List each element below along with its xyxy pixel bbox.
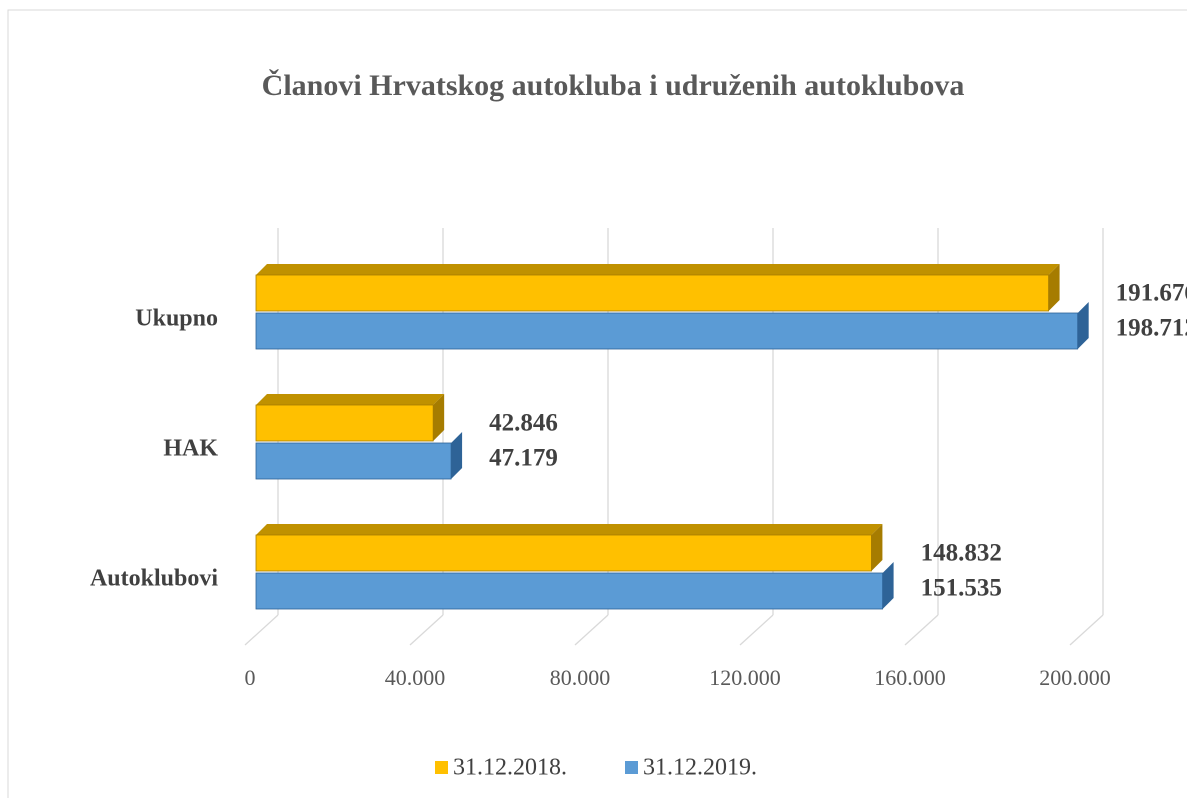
bar-side — [871, 524, 883, 571]
bar-side — [451, 432, 463, 479]
x-tick-label: 80.000 — [550, 665, 611, 690]
category-label: HAK — [163, 436, 218, 462]
grid-line-floor — [904, 614, 939, 646]
grid-line-floor — [739, 614, 774, 646]
grid-line-floor — [244, 614, 279, 646]
legend-label: 31.12.2019. — [643, 755, 757, 781]
bar — [255, 404, 434, 442]
bar — [255, 312, 1079, 350]
value-label: 148.832 — [921, 540, 1002, 567]
bar — [255, 442, 452, 480]
value-label: 151.535 — [921, 575, 1002, 602]
grid-line-floor — [409, 614, 444, 646]
legend-swatch — [625, 761, 638, 774]
bar — [255, 572, 883, 610]
value-label: 191.676 — [1116, 280, 1187, 307]
value-label: 47.179 — [489, 445, 558, 472]
bar — [255, 534, 872, 572]
chart-title: Članovi Hrvatskog autokluba i udruženih … — [262, 69, 965, 102]
bar-side — [433, 394, 445, 441]
grid-line-floor — [574, 614, 609, 646]
category-label: Autoklubovi — [90, 566, 218, 592]
x-tick-label: 120.000 — [709, 665, 781, 690]
value-label: 42.846 — [489, 410, 558, 437]
bar-top — [256, 394, 445, 405]
category-label: Ukupno — [135, 306, 218, 332]
legend-swatch — [435, 761, 448, 774]
x-tick-label: 40.000 — [385, 665, 446, 690]
bar-side — [1048, 264, 1060, 311]
legend-label: 31.12.2018. — [453, 755, 567, 781]
bar-top — [256, 264, 1060, 275]
x-tick-label: 0 — [245, 665, 256, 690]
bar — [255, 274, 1049, 312]
bar-side — [882, 562, 894, 609]
x-tick-label: 160.000 — [874, 665, 946, 690]
bar-side — [1077, 302, 1089, 349]
x-tick-label: 200.000 — [1039, 665, 1111, 690]
chart-border — [7, 9, 1187, 798]
value-label: 198.712 — [1116, 315, 1187, 342]
bar-top — [256, 524, 883, 535]
grid-line-floor — [1069, 614, 1104, 646]
